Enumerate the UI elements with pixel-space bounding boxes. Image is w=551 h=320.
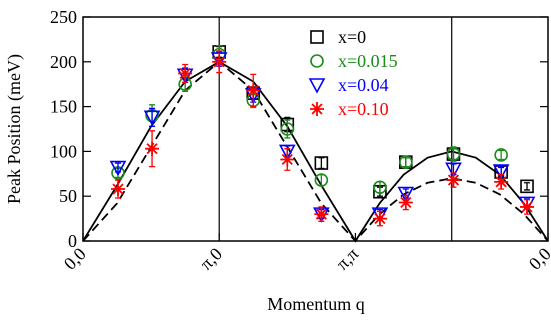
marker [314, 156, 329, 170]
marker [520, 199, 535, 214]
marker [310, 102, 324, 116]
x-tick-label: 0,0 [525, 244, 551, 274]
x-axis-label: Momentum q [267, 294, 365, 314]
marker [492, 164, 510, 180]
marker [178, 66, 193, 81]
marker [445, 162, 462, 179]
marker [246, 83, 261, 98]
marker [212, 54, 227, 69]
marker [143, 110, 161, 127]
marker [399, 155, 413, 169]
marker [280, 152, 295, 167]
marker [280, 122, 295, 136]
marker [398, 195, 413, 210]
legend-label: x=0.04 [338, 75, 389, 95]
marker [278, 144, 296, 161]
error-bar [498, 149, 505, 161]
marker [446, 173, 461, 188]
plot-frame [82, 16, 549, 242]
y-tick-label: 50 [59, 186, 77, 206]
marker [109, 160, 127, 177]
error-bar [450, 146, 457, 162]
y-tick-label: 100 [50, 141, 77, 161]
marker [111, 182, 126, 197]
x-tick-label: 0,0 [60, 244, 90, 274]
x-tick-label: π,π [332, 244, 362, 274]
marker [446, 147, 461, 161]
marker [373, 180, 387, 195]
y-tick-label: 150 [50, 97, 77, 117]
y-tick-label: 250 [50, 7, 77, 27]
error-bar [524, 182, 531, 191]
marker [310, 54, 324, 68]
marker [494, 148, 508, 162]
marker [397, 186, 415, 203]
y-tick-label: 0 [68, 231, 77, 251]
marker [372, 211, 387, 226]
legend-label: x=0.015 [338, 51, 398, 71]
marker [314, 207, 329, 222]
marker [308, 78, 326, 94]
marker [310, 30, 324, 44]
error-bar [318, 157, 325, 170]
marker [520, 179, 534, 194]
x-tick-label: π,0 [196, 244, 226, 274]
legend-label: x=0.10 [338, 99, 389, 119]
curve [82, 60, 549, 243]
error-bar [402, 157, 409, 168]
y-axis-label: Peak Position (meV) [4, 54, 25, 204]
y-tick-label: 200 [50, 52, 77, 72]
marker [494, 174, 509, 189]
legend-label: x=0 [338, 27, 366, 47]
marker [314, 173, 329, 187]
marker [145, 141, 160, 156]
